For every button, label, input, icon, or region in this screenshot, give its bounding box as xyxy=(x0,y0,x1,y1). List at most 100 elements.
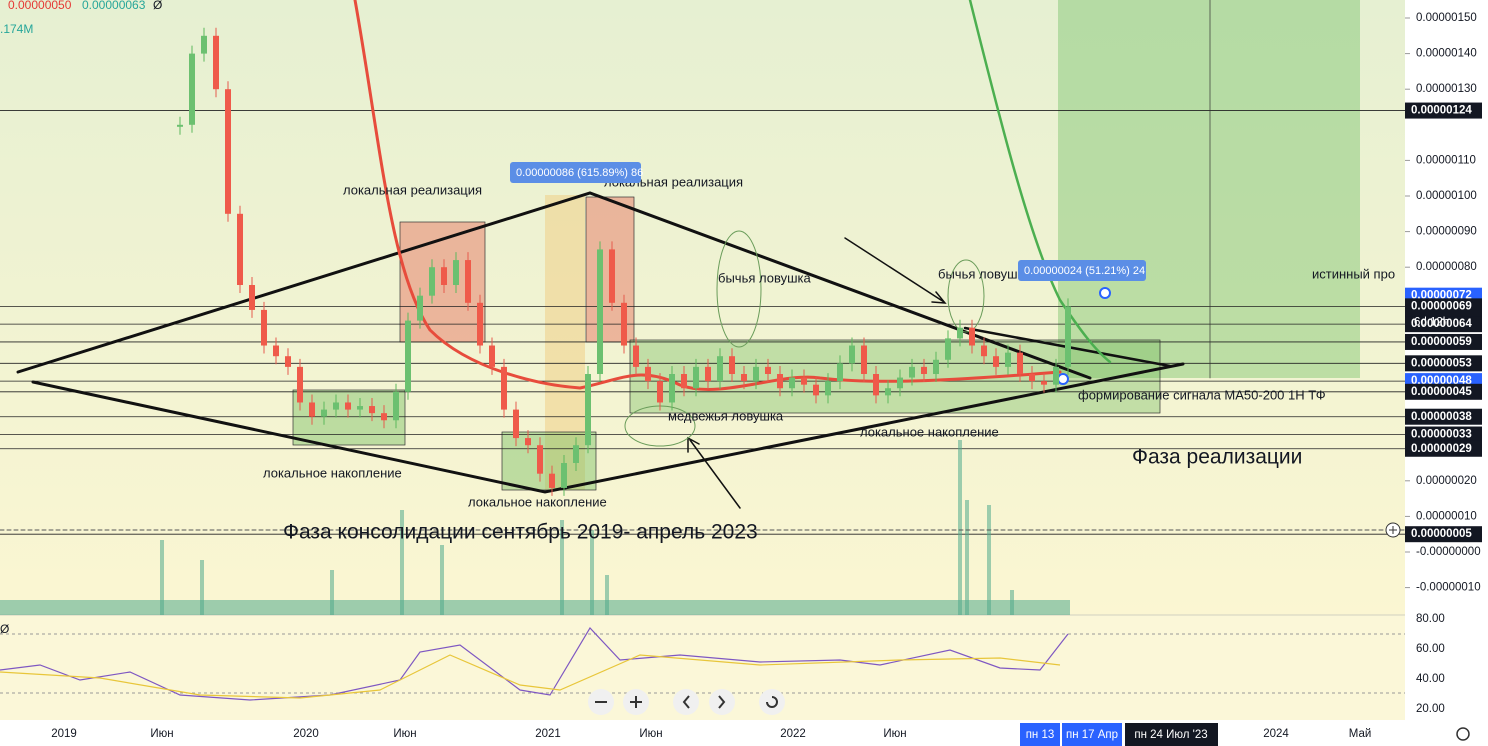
candle xyxy=(393,391,399,421)
candle xyxy=(813,384,819,396)
candle xyxy=(249,285,255,310)
candle xyxy=(585,374,591,446)
time-label: Июн xyxy=(883,728,906,740)
annotation: локальное накопление xyxy=(263,465,402,480)
candle xyxy=(177,124,183,127)
time-label: 2020 xyxy=(293,728,319,740)
annotation: медвежья ловушка xyxy=(668,408,784,423)
candle xyxy=(417,295,423,321)
zone-box xyxy=(292,389,406,446)
candle xyxy=(921,366,927,374)
candle xyxy=(1065,306,1071,367)
candle xyxy=(573,445,579,463)
candle xyxy=(201,35,207,54)
price-marker xyxy=(1405,333,1482,350)
candle xyxy=(1053,366,1059,385)
scroll-right[interactable] xyxy=(709,689,735,715)
settings[interactable] xyxy=(1456,727,1470,741)
price-tick-label: 0.00000150 xyxy=(1416,12,1477,24)
rsi-label: Ø xyxy=(0,622,9,636)
time-label: Июн xyxy=(639,728,662,740)
price-pane xyxy=(0,0,1405,615)
price-marker-label: 0.00000053 xyxy=(1411,357,1472,369)
candle xyxy=(441,267,447,285)
reset[interactable] xyxy=(759,689,785,715)
candle xyxy=(837,363,843,382)
price-marker xyxy=(1405,526,1482,543)
measure-label: 0.00000024 (51.21%) 24 xyxy=(1024,265,1145,277)
candle xyxy=(693,366,699,389)
candle xyxy=(657,381,663,403)
candle xyxy=(189,53,195,125)
phase-title: Фаза консолидации сентябрь 2019- апрель … xyxy=(283,521,758,544)
candle xyxy=(825,381,831,396)
price-tick-label: 0.00000140 xyxy=(1416,48,1477,60)
candle xyxy=(885,388,891,396)
annotation: истинный про xyxy=(1312,266,1395,281)
drawings xyxy=(0,0,1406,531)
price-marker-label: 0.00000069 xyxy=(1411,300,1472,312)
phase-title: Фаза реализации xyxy=(1132,446,1302,469)
candle xyxy=(873,374,879,396)
candle xyxy=(453,260,459,285)
candle xyxy=(273,345,279,357)
candle xyxy=(669,374,675,403)
candle xyxy=(681,374,687,389)
candle xyxy=(1041,381,1047,385)
candle xyxy=(621,302,627,346)
scroll-left[interactable] xyxy=(673,689,699,715)
annotations: локальная реализация локальная реализаци… xyxy=(263,162,1395,544)
candle xyxy=(717,356,723,382)
candle xyxy=(957,327,963,339)
price-marker xyxy=(1405,355,1482,372)
time-label: 2024 xyxy=(1263,728,1289,740)
candle xyxy=(609,249,615,303)
candle xyxy=(729,356,735,374)
price-marker-label: 0.00000005 xyxy=(1411,528,1472,540)
candle xyxy=(741,374,747,382)
candle xyxy=(465,260,471,303)
ohlc-high: 0.00000063 xyxy=(82,0,146,12)
candle xyxy=(1029,374,1035,382)
candle xyxy=(285,356,291,367)
chart-controls xyxy=(588,522,1470,741)
time-label: Июн xyxy=(150,728,173,740)
price-marker-label: 0.00000124 xyxy=(1411,105,1472,117)
candle xyxy=(1005,352,1011,367)
time-label: 2021 xyxy=(535,728,561,740)
candle xyxy=(861,345,867,374)
annotation: бычья ловушк xyxy=(938,266,1023,281)
price-axis xyxy=(1405,0,1488,746)
candle xyxy=(369,406,375,414)
candles xyxy=(177,27,1071,496)
rsi-tick-label: 40.00 xyxy=(1416,673,1445,685)
rsi-pane xyxy=(0,615,1405,720)
price-tick-label: 0.00000130 xyxy=(1416,83,1477,95)
price-marker xyxy=(1405,383,1482,400)
price-tick-label: -0.00000010 xyxy=(1416,582,1481,594)
time-label: 2022 xyxy=(780,728,806,740)
countdown: 6d 12h xyxy=(1414,316,1449,328)
measure-box xyxy=(510,162,641,183)
candle xyxy=(933,359,939,374)
candle xyxy=(645,366,651,382)
cursor-label: пн 24 Июл '23 xyxy=(1134,729,1207,741)
price-marker xyxy=(1405,440,1482,457)
candle xyxy=(765,366,771,374)
candle xyxy=(633,345,639,367)
time-label: 2019 xyxy=(51,728,77,740)
candle xyxy=(489,345,495,367)
price-marker xyxy=(1405,316,1482,333)
price-tick-label: 0.00000110 xyxy=(1416,154,1476,166)
cursor-label: пн 17 Апр xyxy=(1066,729,1118,741)
price-tick-label: 0.00000080 xyxy=(1416,261,1477,273)
candle xyxy=(321,409,327,417)
time-label: Май xyxy=(1349,728,1372,740)
annotation: формирование сигнала MA50-200 1H ТФ xyxy=(1078,387,1326,402)
candle xyxy=(237,213,243,285)
candle xyxy=(213,35,219,90)
candle xyxy=(777,374,783,389)
cursor-box xyxy=(1020,723,1060,746)
volume-bars xyxy=(0,440,1070,615)
